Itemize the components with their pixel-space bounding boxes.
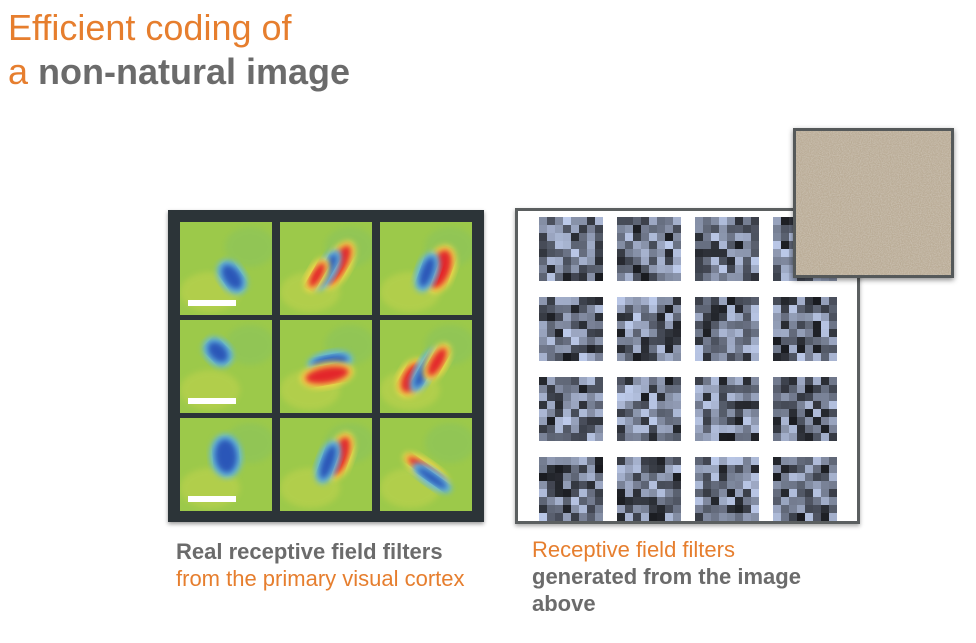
- generated-filter-cell: [773, 457, 837, 521]
- generated-filter-image: [773, 377, 837, 441]
- real-filter-cell: [380, 320, 472, 413]
- generated-filter-image: [539, 297, 603, 361]
- real-filter-cell: [380, 418, 472, 511]
- right-caption-orange: Receptive field filters: [532, 537, 735, 562]
- generated-filter-image: [539, 217, 603, 281]
- generated-filter-cell: [695, 297, 759, 361]
- generated-filter-cell: [617, 217, 681, 281]
- real-filter-cell: [280, 418, 372, 511]
- scale-bar: [188, 300, 236, 306]
- real-filter-cell: [180, 418, 272, 511]
- title-line-2-prefix: a: [8, 51, 39, 92]
- generated-filter-image: [617, 297, 681, 361]
- left-caption-orange: from the primary visual cortex: [176, 566, 465, 591]
- scale-bar: [188, 398, 236, 404]
- generated-filter-cell: [539, 377, 603, 441]
- generated-filter-cell: [617, 297, 681, 361]
- generated-filter-image: [695, 457, 759, 521]
- title-line-2-bold: non-natural image: [38, 51, 351, 92]
- real-filter-image: [380, 320, 472, 413]
- generated-filter-cell: [617, 377, 681, 441]
- generated-filter-cell: [617, 457, 681, 521]
- generated-filter-cell: [539, 297, 603, 361]
- real-filter-image: [380, 222, 472, 315]
- generated-filter-image: [617, 457, 681, 521]
- generated-filter-image: [539, 377, 603, 441]
- left-caption: Real receptive field filters from the pr…: [176, 538, 476, 592]
- generated-filter-cell: [695, 377, 759, 441]
- non-natural-texture-image: [793, 128, 954, 278]
- right-caption-bold: generated from the image above: [532, 564, 801, 616]
- real-filter-cell: [180, 222, 272, 315]
- real-filter-image: [280, 222, 372, 315]
- generated-filter-cell: [695, 457, 759, 521]
- generated-filter-image: [773, 457, 837, 521]
- real-filter-image: [280, 418, 372, 511]
- generated-filter-image: [617, 377, 681, 441]
- real-filter-image: [280, 320, 372, 413]
- generated-filter-image: [695, 377, 759, 441]
- right-caption: Receptive field filters generated from th…: [532, 536, 832, 617]
- generated-filter-cell: [773, 297, 837, 361]
- generated-filter-image: [695, 217, 759, 281]
- generated-filter-image: [539, 457, 603, 521]
- real-filter-cell: [280, 320, 372, 413]
- generated-filter-image: [773, 297, 837, 361]
- generated-filter-image: [617, 217, 681, 281]
- real-filter-cell: [180, 320, 272, 413]
- title-line-1: Efficient coding of: [8, 7, 292, 48]
- scale-bar: [188, 496, 236, 502]
- generated-filter-cell: [773, 377, 837, 441]
- texture-noise: [796, 131, 951, 275]
- real-filter-cell: [380, 222, 472, 315]
- slide-title: Efficient coding of a non-natural image: [8, 6, 350, 94]
- real-filter-cell: [280, 222, 372, 315]
- real-filter-image: [380, 418, 472, 511]
- title-line-2: a non-natural image: [8, 50, 350, 94]
- real-receptive-field-panel: [168, 210, 484, 522]
- generated-filter-image: [695, 297, 759, 361]
- generated-filter-cell: [539, 217, 603, 281]
- left-caption-bold: Real receptive field filters: [176, 539, 443, 564]
- generated-filter-cell: [695, 217, 759, 281]
- real-filter-image: [180, 418, 272, 511]
- generated-filter-cell: [539, 457, 603, 521]
